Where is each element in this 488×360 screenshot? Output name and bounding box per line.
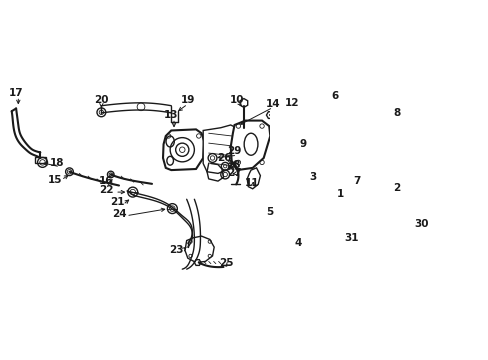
- Text: 24: 24: [111, 209, 126, 219]
- Text: 3: 3: [309, 172, 316, 182]
- Text: 11: 11: [244, 178, 258, 188]
- Bar: [35, 157, 46, 163]
- Text: 12: 12: [285, 98, 299, 108]
- Polygon shape: [338, 180, 385, 231]
- Text: 19: 19: [180, 95, 195, 105]
- Polygon shape: [302, 157, 362, 183]
- Text: 16: 16: [99, 176, 113, 186]
- Text: 18: 18: [49, 158, 64, 168]
- Text: 5: 5: [266, 207, 273, 217]
- Polygon shape: [184, 236, 214, 262]
- Text: 30: 30: [413, 219, 428, 229]
- Text: 26: 26: [217, 153, 231, 163]
- Text: 27: 27: [227, 168, 242, 179]
- Polygon shape: [163, 129, 204, 170]
- Text: 10: 10: [229, 95, 244, 105]
- Polygon shape: [316, 109, 352, 154]
- Text: 13: 13: [163, 110, 178, 120]
- Text: 21: 21: [110, 197, 124, 207]
- Text: 31: 31: [344, 233, 358, 243]
- Polygon shape: [230, 121, 270, 170]
- Polygon shape: [203, 125, 238, 174]
- Text: 23: 23: [169, 246, 183, 256]
- Text: 20: 20: [94, 95, 108, 105]
- Text: 6: 6: [331, 91, 338, 102]
- Text: 17: 17: [9, 88, 23, 98]
- Polygon shape: [351, 122, 374, 139]
- Text: 29: 29: [227, 147, 241, 156]
- Text: 14: 14: [265, 99, 280, 109]
- Text: 22: 22: [99, 185, 113, 195]
- Text: 9: 9: [299, 139, 306, 149]
- Text: 15: 15: [47, 175, 62, 185]
- Text: 7: 7: [353, 176, 360, 186]
- Text: 2: 2: [392, 183, 400, 193]
- Polygon shape: [247, 168, 260, 189]
- Text: 1: 1: [336, 189, 344, 199]
- Text: 8: 8: [392, 108, 400, 118]
- Text: 4: 4: [293, 238, 301, 248]
- Text: 28: 28: [225, 159, 240, 170]
- Text: 25: 25: [219, 257, 233, 267]
